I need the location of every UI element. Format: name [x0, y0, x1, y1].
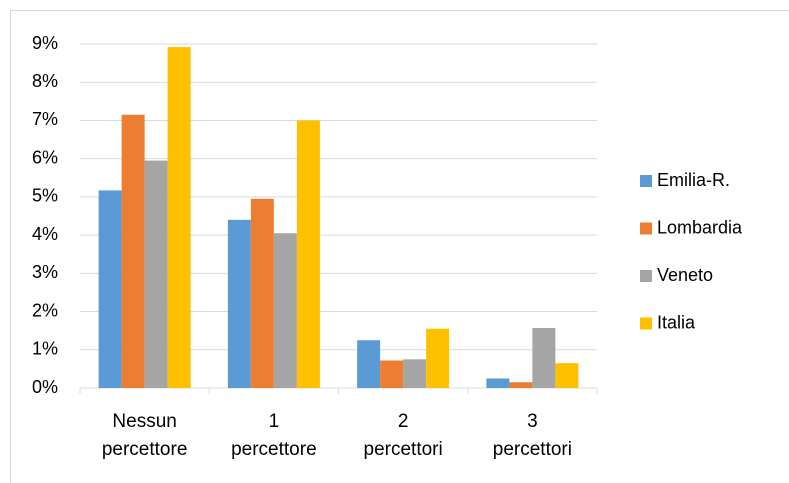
y-tick-label: 5% [32, 186, 58, 206]
x-tick-label: 1 percettore [231, 411, 317, 460]
y-tick-label: 1% [32, 339, 58, 359]
bar [250, 198, 274, 388]
bar [486, 378, 510, 388]
legend-swatch [640, 270, 652, 282]
legend-label: Italia [657, 312, 696, 332]
bar [273, 233, 297, 388]
bar [296, 120, 320, 388]
x-tick-label: Nessun percettore [101, 411, 188, 460]
bar [380, 360, 404, 388]
bar [227, 219, 251, 388]
y-tick-label: 2% [32, 300, 58, 320]
bar [532, 327, 556, 388]
y-tick-label: 0% [32, 377, 58, 397]
legend-swatch [640, 317, 652, 330]
bar [167, 47, 191, 389]
y-tick-label: 4% [32, 224, 58, 244]
legend-swatch [640, 175, 652, 187]
bar [403, 359, 427, 388]
bar [509, 382, 533, 388]
y-tick-label: 7% [32, 109, 58, 129]
y-tick-label: 6% [32, 147, 58, 167]
bar [144, 160, 168, 388]
y-tick-label: 9% [32, 33, 58, 53]
legend-swatch [640, 222, 652, 235]
bar [357, 340, 381, 388]
legend-label: Lombardia [657, 217, 743, 237]
bar [426, 328, 450, 388]
x-tick-label: 2 percettori [363, 411, 443, 460]
x-tick-label: 3 percettori [492, 411, 572, 460]
legend-label: Veneto [657, 265, 713, 285]
y-tick-label: 8% [32, 71, 58, 91]
bar [121, 114, 145, 388]
bar [98, 190, 122, 388]
chart-border [10, 10, 789, 483]
legend-label: Emilia-R. [657, 170, 730, 190]
y-tick-label: 3% [32, 262, 58, 282]
bar [555, 363, 579, 388]
